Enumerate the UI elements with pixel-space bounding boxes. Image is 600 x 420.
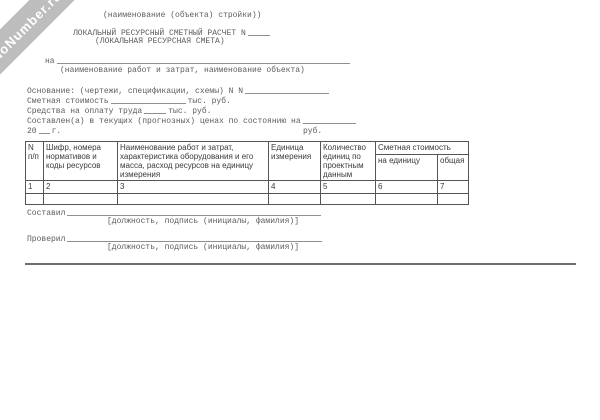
currency-note: руб. <box>303 127 323 136</box>
compiled-by-blank <box>67 207 322 216</box>
document-title: ЛОКАЛЬНЫЙ РЕСУРСНЫЙ СМЕТНЫЙ РАСЧЕТ N <box>73 29 246 38</box>
watermark-ribbon: NoNumber.ru <box>0 0 91 91</box>
empty-cell <box>268 193 321 205</box>
table-subheader-row: на единицу общая <box>26 153 470 182</box>
compiled-by-caption: [должность, подпись (инициалы, фамилия)] <box>107 217 300 226</box>
column-number: 2 <box>43 180 118 194</box>
checked-by-caption: [должность, подпись (инициалы, фамилия)] <box>107 243 300 252</box>
column-number: 7 <box>436 180 470 194</box>
estimate-cost-label: Сметная стоимость <box>27 97 109 106</box>
col-header-cost-total: общая <box>436 153 470 182</box>
work-name-blank <box>56 55 350 64</box>
col-header-cost-per-unit: на единицу <box>375 153 438 182</box>
compiled-line: Составлен(а) в текущих (прогнозных) цена… <box>27 115 358 127</box>
column-number: 5 <box>320 180 376 194</box>
empty-cell <box>320 193 376 205</box>
col-header-quantity: Количество единиц по проектным данным <box>320 141 376 181</box>
for-line: на <box>45 55 352 67</box>
basis-line: Основание: (чертежи, спецификации, схемы… <box>27 85 331 97</box>
labor-funds-line: Средства на оплату труда тыс. руб. <box>27 105 211 117</box>
empty-cell <box>117 193 269 205</box>
labor-funds-blank <box>144 105 167 114</box>
empty-cell <box>436 193 470 205</box>
column-number: 6 <box>375 180 438 194</box>
compiled-by-line: Составил <box>27 207 323 219</box>
for-label: на <box>45 57 55 66</box>
compiled-date-blank <box>302 115 356 124</box>
resource-table: N п/п Шифр, номера нормативов и коды рес… <box>25 141 470 205</box>
col-header-cost-group: Сметная стоимость <box>374 141 470 155</box>
column-number: 3 <box>117 180 269 194</box>
estimate-cost-blank <box>110 95 186 104</box>
empty-cell <box>43 193 118 205</box>
basis-label: Основание: (чертежи, спецификации, схемы… <box>27 87 244 96</box>
compiled-label: Составлен(а) в текущих (прогнозных) цена… <box>27 117 301 126</box>
labor-funds-label: Средства на оплату труда <box>27 107 143 116</box>
table-header-row: N п/п Шифр, номера нормативов и коды рес… <box>25 141 470 181</box>
year-suffix: г. <box>51 127 62 136</box>
empty-cell <box>25 193 44 205</box>
year-blank <box>38 125 50 134</box>
compiled-by-label: Составил <box>27 209 66 218</box>
page-divider-rule <box>25 263 576 265</box>
basis-blank <box>245 85 330 94</box>
checked-by-blank <box>67 233 323 242</box>
column-numbers-row: 1 2 3 4 5 6 7 <box>25 180 470 194</box>
column-number: 4 <box>268 180 321 194</box>
estimate-number-blank <box>247 27 270 36</box>
col-header-num: N п/п <box>25 141 44 181</box>
checked-by-line: Проверил <box>27 233 324 245</box>
object-name-caption: (наименование (объекта) стройки)) <box>103 11 262 20</box>
column-number: 1 <box>25 180 44 194</box>
empty-cell <box>375 193 438 205</box>
year-prefix: 20 <box>27 127 37 136</box>
document-subtitle: (ЛОКАЛЬНАЯ РЕСУРСНАЯ СМЕТА) <box>95 37 225 46</box>
col-header-work-name: Наименование работ и затрат, характерист… <box>117 141 269 181</box>
col-header-unit: Единица измерения <box>268 141 321 181</box>
empty-data-row <box>25 193 470 205</box>
labor-funds-units: тыс. руб. <box>168 107 212 116</box>
estimate-cost-units: тыс. руб. <box>187 97 231 106</box>
year-line: 20 г. <box>27 125 61 137</box>
document-title-line: ЛОКАЛЬНЫЙ РЕСУРСНЫЙ СМЕТНЫЙ РАСЧЕТ N <box>73 27 272 39</box>
for-caption: (наименование работ и затрат, наименован… <box>60 66 305 75</box>
checked-by-label: Проверил <box>27 235 66 244</box>
col-header-code: Шифр, номера нормативов и коды ресурсов <box>43 141 118 181</box>
estimate-cost-line: Сметная стоимость тыс. руб. <box>27 95 231 107</box>
